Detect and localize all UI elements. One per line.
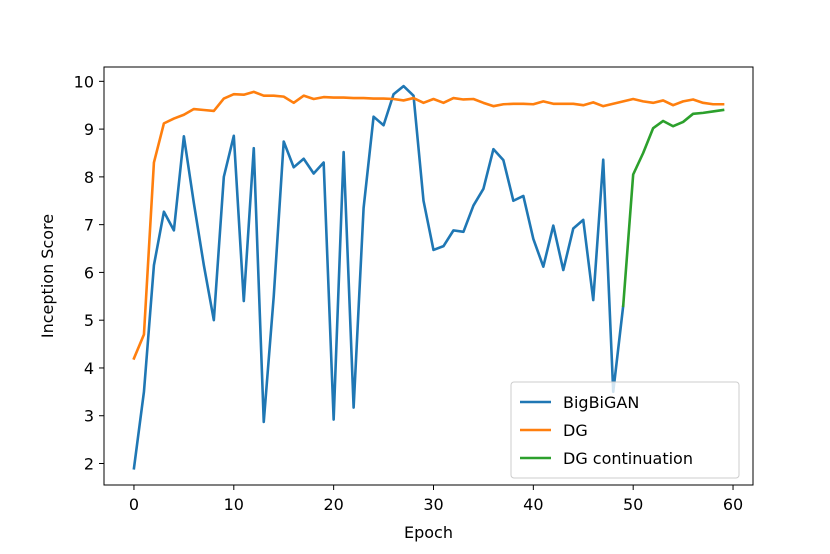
x-tick-label: 20 (323, 495, 343, 514)
x-tick-label: 10 (224, 495, 244, 514)
legend-label: BigBiGAN (563, 393, 639, 412)
plot-frame (103, 66, 754, 486)
legend-box (510, 381, 740, 479)
y-tick-label: 2 (84, 455, 94, 474)
x-tick-label: 60 (723, 495, 743, 514)
y-axis: 2 3 4 5 6 7 8 9 10 (74, 72, 104, 474)
y-tick-label: 4 (84, 359, 94, 378)
y-tick-label: 8 (84, 168, 94, 187)
y-tick-label: 3 (84, 407, 94, 426)
series-line-bigbigan (132, 84, 625, 470)
series-layer (132, 84, 725, 470)
x-tick-label: 50 (623, 495, 643, 514)
series-line-dg-continuation (621, 108, 725, 308)
x-axis: 0 10 20 30 40 50 60 (129, 485, 743, 514)
legend: BigBiGAN DG DG continuation (510, 381, 740, 479)
y-tick-label: 10 (74, 72, 94, 91)
series-line-dg (132, 90, 725, 361)
x-tick-label: 30 (423, 495, 443, 514)
legend-label: DG (563, 421, 588, 440)
x-tick-label: 40 (523, 495, 543, 514)
y-tick-label: 9 (84, 120, 94, 139)
legend-label: DG continuation (563, 449, 693, 468)
x-tick-label: 0 (129, 495, 139, 514)
y-tick-label: 5 (84, 311, 94, 330)
y-tick-label: 7 (84, 216, 94, 235)
y-axis-label: Inception Score (38, 214, 57, 338)
x-axis-label: Epoch (404, 523, 453, 542)
y-tick-label: 6 (84, 263, 94, 282)
